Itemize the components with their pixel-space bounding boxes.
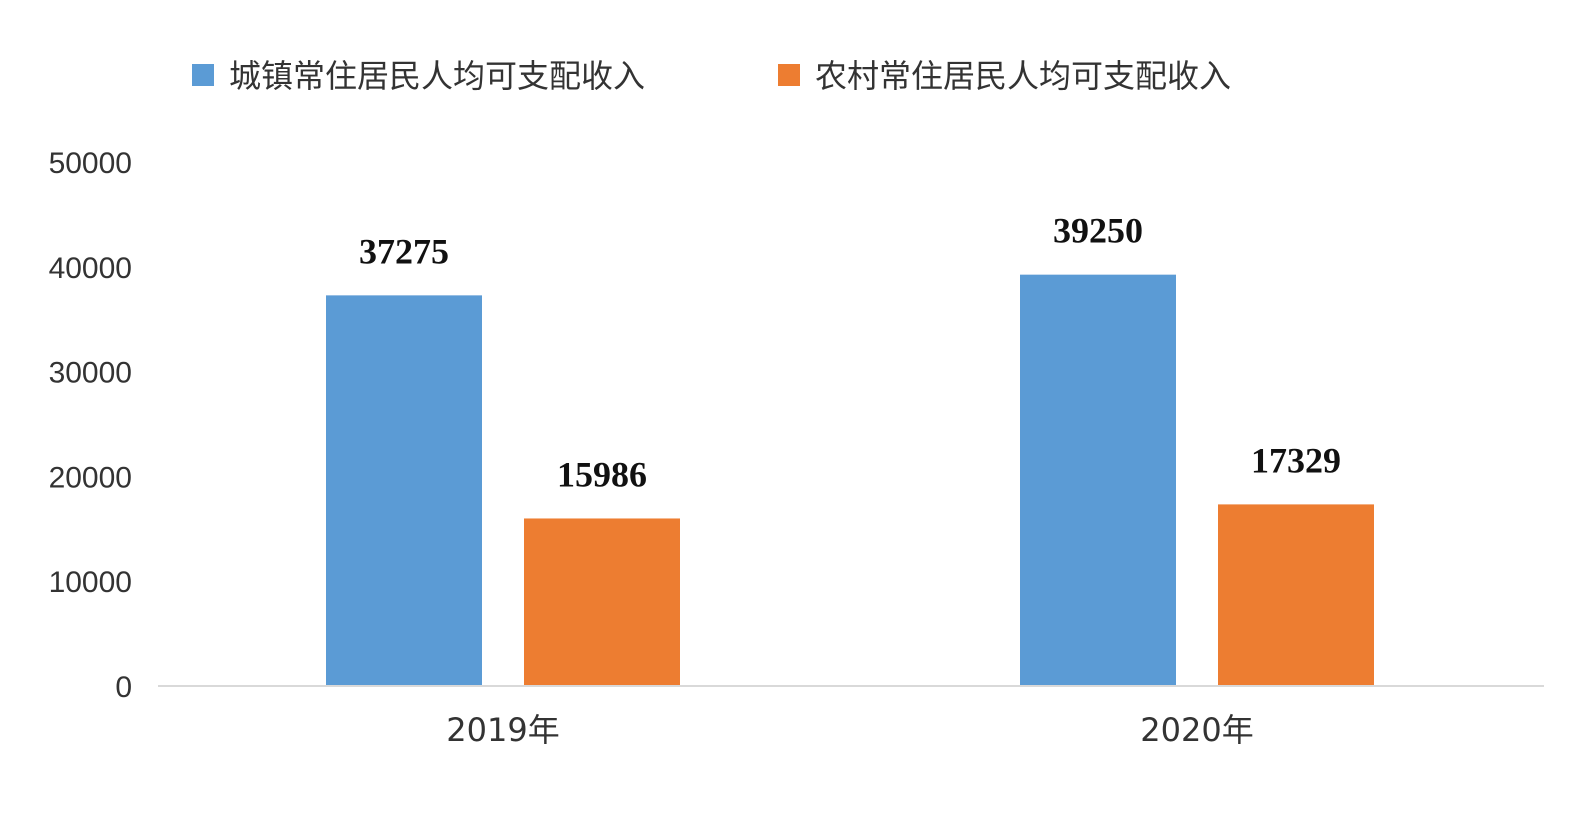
x-tick-label: 2020年	[1140, 711, 1253, 749]
y-tick-label: 40000	[49, 252, 132, 285]
bar-urban-2019年	[326, 295, 482, 686]
bar-urban-2020年	[1020, 274, 1176, 686]
y-tick-label: 50000	[49, 147, 132, 180]
y-tick-label: 10000	[49, 566, 132, 599]
legend-label-2: 农村常住居民人均可支配收入	[815, 57, 1231, 95]
x-axis: 2019年 2020年	[158, 685, 1544, 749]
legend-swatch-1	[192, 64, 214, 86]
data-labels: 37275 15986 39250 17329	[359, 211, 1341, 495]
legend: 城镇常住居民人均可支配收入 农村常住居民人均可支配收入	[192, 57, 1231, 95]
y-tick-label: 30000	[49, 357, 132, 390]
bar-rural-2020年	[1218, 504, 1374, 686]
data-label: 15986	[557, 454, 647, 494]
bar-rural-2019年	[524, 518, 680, 686]
bars	[326, 274, 1374, 686]
y-tick-label: 0	[115, 671, 132, 704]
y-axis: 0 10000 20000 30000 40000 50000	[49, 147, 132, 704]
legend-label-1: 城镇常住居民人均可支配收入	[229, 57, 645, 95]
y-tick-label: 20000	[49, 461, 132, 494]
data-label: 37275	[359, 231, 449, 271]
x-tick-label: 2019年	[446, 711, 559, 749]
legend-swatch-2	[778, 64, 800, 86]
data-label: 17329	[1251, 440, 1341, 480]
data-label: 39250	[1053, 211, 1143, 251]
